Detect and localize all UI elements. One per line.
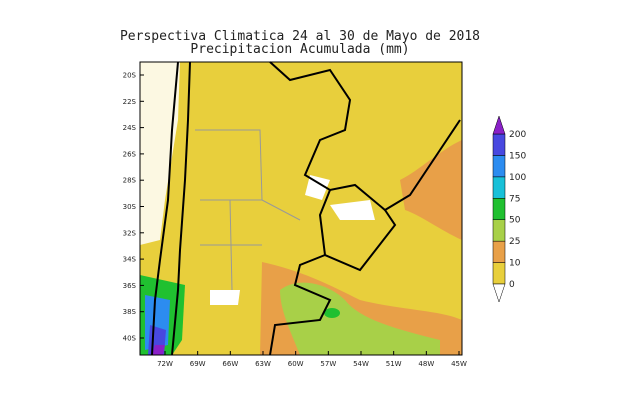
title: Perspectiva Climatica 24 al 30 de Mayo d… — [120, 29, 480, 44]
colorbar-under — [492, 283, 506, 303]
border — [318, 189, 397, 272]
colorbar-label: 10 — [509, 259, 521, 269]
lat-label: 34S — [123, 256, 137, 264]
lat-label: 36S — [123, 282, 137, 290]
lon-label: 69W — [190, 360, 206, 368]
lon-label: 48W — [418, 360, 434, 368]
lat-label: 24S — [123, 124, 137, 132]
lon-label: 63W — [255, 360, 271, 368]
green-spot — [324, 308, 340, 318]
colorbar-label: 25 — [509, 237, 520, 247]
subtitle: Precipitacion Acumulada (mm) — [190, 42, 409, 57]
colorbar-segment — [492, 198, 506, 220]
colorbar-segment — [492, 155, 506, 178]
land — [205, 62, 460, 150]
colorbar-segment — [492, 133, 506, 156]
lon-label: 45W — [451, 360, 467, 368]
lat-label: 40S — [123, 335, 137, 343]
lat-label: 32S — [123, 229, 137, 237]
colorbar-label: 75 — [509, 194, 520, 204]
coastline — [151, 61, 179, 356]
colorbar-label: 50 — [509, 216, 521, 226]
lat-label: 38S — [123, 308, 137, 316]
colorbar-label: 100 — [509, 173, 526, 183]
lat-label: 30S — [123, 203, 137, 211]
colorbar-label: 150 — [509, 151, 526, 161]
colorbar-segment — [492, 176, 506, 199]
lon-label: 66W — [222, 360, 238, 368]
map — [139, 61, 463, 356]
colorbar: 0 10 25 50 75 100 150 200 — [492, 115, 526, 303]
lon-label: 60W — [288, 360, 304, 368]
lon-label: 57W — [320, 360, 336, 368]
dry-area — [210, 290, 240, 305]
province-lines — [195, 129, 301, 291]
border — [269, 61, 461, 212]
colorbar-segment — [492, 219, 506, 242]
dry-area — [330, 200, 375, 220]
lon-label: 51W — [386, 360, 402, 368]
green-area — [280, 282, 440, 355]
lat-label: 20S — [123, 72, 137, 80]
lon-label: 54W — [353, 360, 369, 368]
lat-label: 28S — [123, 177, 137, 185]
colorbar-segment — [492, 262, 506, 285]
colorbar-label: 200 — [509, 130, 526, 140]
lon-label: 72W — [157, 360, 173, 368]
rain-area — [152, 345, 165, 355]
border — [171, 61, 191, 356]
coastline — [269, 254, 332, 356]
lat-label: 22S — [123, 98, 137, 106]
dry-area — [140, 62, 180, 245]
colorbar-over — [492, 115, 506, 135]
dry-area — [305, 175, 330, 200]
colorbar-label: 0 — [509, 280, 515, 290]
map-frame — [139, 61, 463, 356]
orange-area — [400, 140, 462, 240]
lat-label: 26S — [123, 150, 137, 158]
colorbar-segment — [492, 240, 506, 263]
